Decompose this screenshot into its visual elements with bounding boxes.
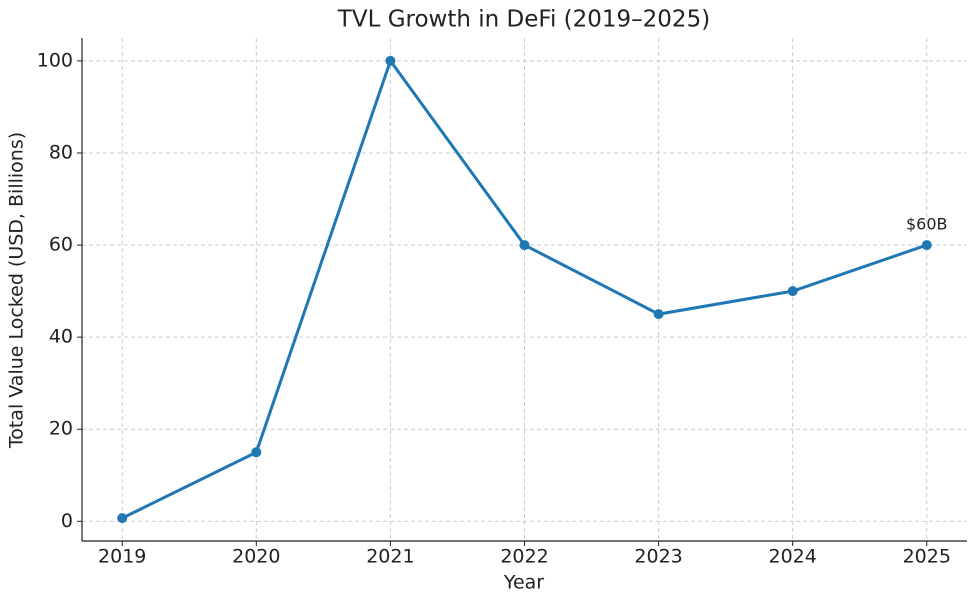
- point: [653, 309, 664, 320]
- chart-title: TVL Growth in DeFi (2019–2025): [337, 7, 710, 33]
- point: [921, 240, 932, 251]
- x-tick-label: 2020: [232, 546, 280, 568]
- point: [251, 447, 262, 458]
- y-tick-label: 80: [49, 141, 73, 163]
- y-tick-label: 20: [49, 418, 73, 440]
- x-tick-label: 2022: [500, 546, 548, 568]
- y-tick-label: 40: [49, 326, 73, 348]
- x-tick-label: 2019: [98, 546, 146, 568]
- x-tick-label: 2021: [366, 546, 414, 568]
- point: [117, 513, 128, 524]
- annotation: $60B: [906, 215, 948, 234]
- point: [385, 55, 396, 66]
- y-tick-label: 60: [49, 234, 73, 256]
- point: [519, 240, 530, 251]
- y-tick-label: 0: [61, 510, 73, 532]
- x-axis-label: Year: [503, 572, 544, 594]
- y-tick-label: 100: [37, 49, 73, 71]
- x-tick-label: 2024: [769, 546, 817, 568]
- x-tick-label: 2023: [634, 546, 682, 568]
- point: [787, 286, 798, 297]
- y-axis-label: Total Value Locked (USD, Billions): [6, 132, 28, 449]
- x-tick-label: 2025: [903, 546, 951, 568]
